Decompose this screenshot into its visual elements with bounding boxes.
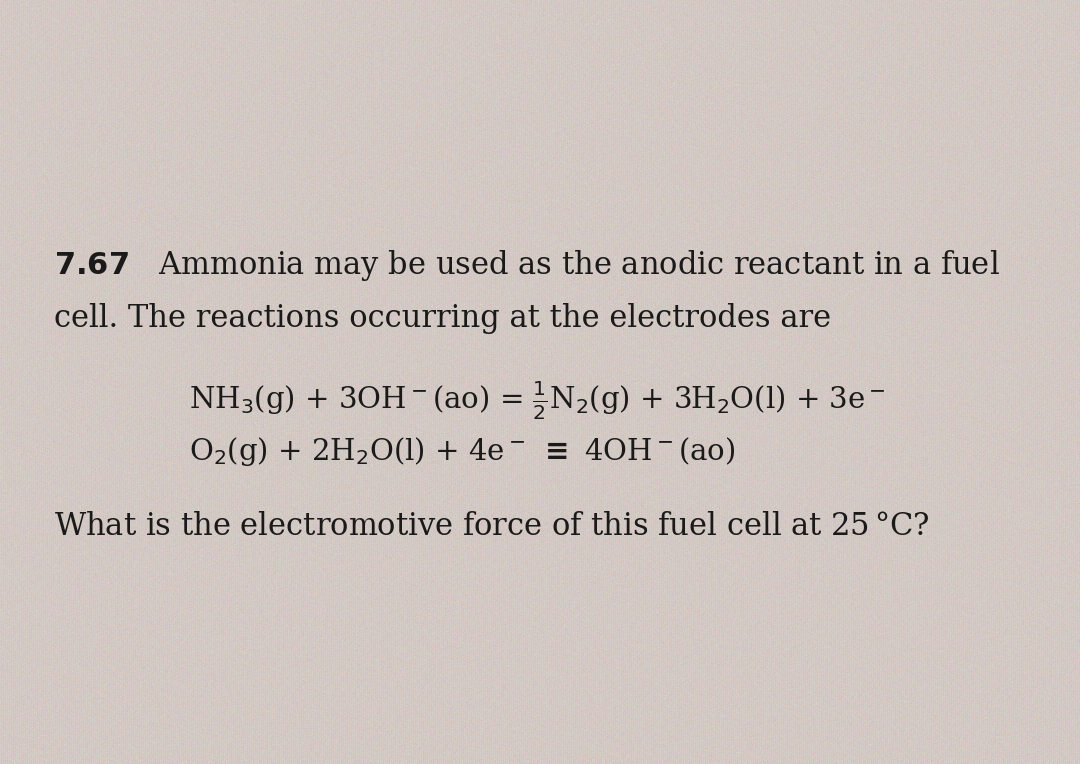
Text: $\mathbf{7.67}$   Ammonia may be used as the anodic reactant in a fuel: $\mathbf{7.67}$ Ammonia may be used as t… <box>54 248 1000 283</box>
Text: What is the electromotive force of this fuel cell at 25$\,$°C?: What is the electromotive force of this … <box>54 511 930 542</box>
Text: O$_2$(g) + 2H$_2$O(l) + 4e$^-$ $\boldsymbol{\equiv}$ 4OH$^-$(ao): O$_2$(g) + 2H$_2$O(l) + 4e$^-$ $\boldsym… <box>189 435 735 468</box>
Text: cell. The reactions occurring at the electrodes are: cell. The reactions occurring at the ele… <box>54 303 832 335</box>
Text: NH$_3$(g) + 3OH$^-$(ao) = $\frac{1}{2}$N$_2$(g) + 3H$_2$O(l) + 3e$^-$: NH$_3$(g) + 3OH$^-$(ao) = $\frac{1}{2}$N… <box>189 380 886 422</box>
